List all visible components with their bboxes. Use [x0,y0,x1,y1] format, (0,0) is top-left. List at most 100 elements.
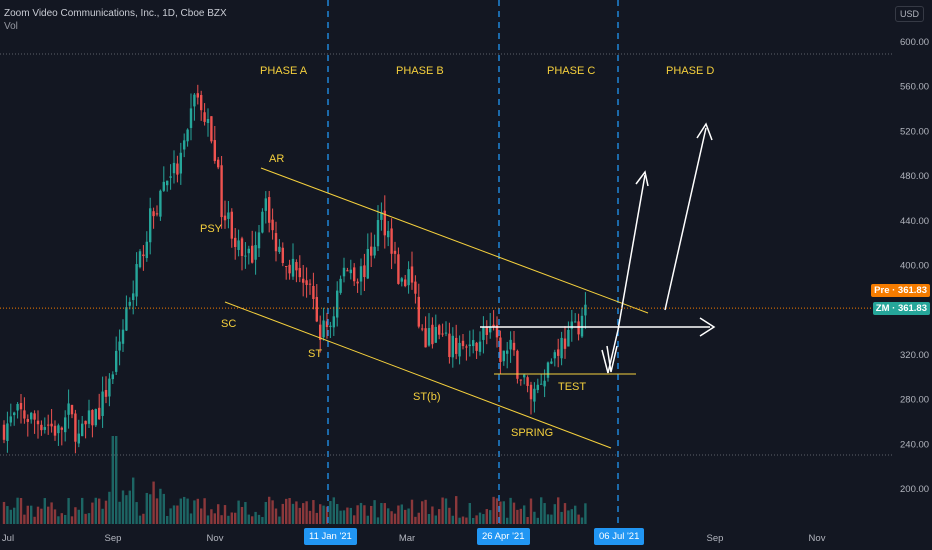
volume-bar [285,498,288,524]
candle-body [196,93,199,98]
volume-bar [570,509,573,524]
candle-body [36,420,40,425]
volume-bar [295,501,298,524]
volume-bar [196,498,199,524]
volume-bar [298,507,301,524]
volume-bar [155,498,159,524]
candle-body [206,119,210,123]
candle-body [319,324,322,340]
volume-bar [492,496,495,524]
date-flag-1: 11 Jan '21 [304,528,357,545]
volume-bar [6,506,9,524]
candle-body [84,420,87,425]
volume-bar [523,505,526,524]
volume-bar [206,515,210,524]
candle-body [383,210,386,236]
candle-body [322,320,325,338]
candle-body [193,94,196,107]
wyckoff-annotation: PSY [200,223,223,235]
candle-body [271,219,274,231]
candle-body [424,328,427,348]
candle-body [9,416,12,423]
candle-body [512,342,516,351]
volume-bar [230,512,233,524]
volume-bar [329,501,332,524]
candle-body [373,246,376,256]
price-axis-tick: 440.00 [900,216,929,227]
candle-body [353,267,356,282]
volume-bar [427,514,431,524]
volume-bar [104,500,108,524]
volume-bar [23,514,26,524]
candle-body [291,258,295,277]
volume-bar [162,493,165,524]
premarket-price-badge: Pre · 361.83 [871,284,930,297]
candle-body [281,247,284,263]
volume-bar [519,508,522,524]
volume-bar [553,504,556,524]
volume-bar [509,497,512,524]
wyckoff-annotation: ST(b) [413,391,441,403]
volume-bar [278,516,281,524]
candle-body [533,388,536,402]
volume-bar [152,481,155,524]
volume-bar [366,515,369,524]
candle-body [560,337,563,359]
candle-body [43,427,46,430]
candle-body [577,321,580,335]
candle-body [132,293,135,301]
candle-body [438,325,441,335]
volume-bar [186,498,189,524]
candle-body [519,379,522,381]
volume-bar [458,517,461,524]
volume-bar [353,515,356,524]
currency-button[interactable]: USD [894,6,924,22]
candle-body [298,267,301,278]
time-axis-tick: Sep [707,533,724,544]
markup-arrow-2 [664,127,707,311]
volume-bar [291,503,295,524]
volume-bar [64,514,67,524]
candle-body [104,390,108,397]
volume-bar [16,497,19,524]
volume-bar [128,490,131,524]
candle-body [152,211,155,217]
candle-body [543,380,546,387]
candle-body [387,230,390,238]
volume-bar [138,515,142,524]
candle-body [536,384,539,391]
candle-body [346,270,349,272]
volume-bar [550,514,553,524]
candle-body [325,321,329,328]
volume-bar [584,503,587,524]
candle-body [16,403,19,411]
candle-body [366,248,369,279]
volume-bar [237,500,240,524]
candle-body [441,333,444,335]
volume-bar [118,501,121,524]
candle-body [257,232,261,249]
candle-body [254,245,257,260]
volume-bar [404,509,407,524]
spring-arrow-head [606,345,618,373]
candle-body [30,412,33,420]
volume-bar [142,513,145,524]
candle-body [485,326,488,335]
volume-bar [417,512,420,524]
price-axis-tick: 280.00 [900,395,929,406]
volume-bar [271,500,274,524]
candle-body [162,181,165,191]
candle-body [370,246,373,256]
volume-bar [193,500,196,524]
candle-body [363,265,366,278]
volume-bar [60,513,63,524]
candle-body [227,212,230,219]
candle-body [393,250,397,254]
candle-body [149,208,152,243]
price-axis-tick: 400.00 [900,261,929,272]
volume-bar [339,510,342,524]
candle-body [492,324,495,327]
candle-body [230,211,233,239]
volume-bar [81,497,84,524]
